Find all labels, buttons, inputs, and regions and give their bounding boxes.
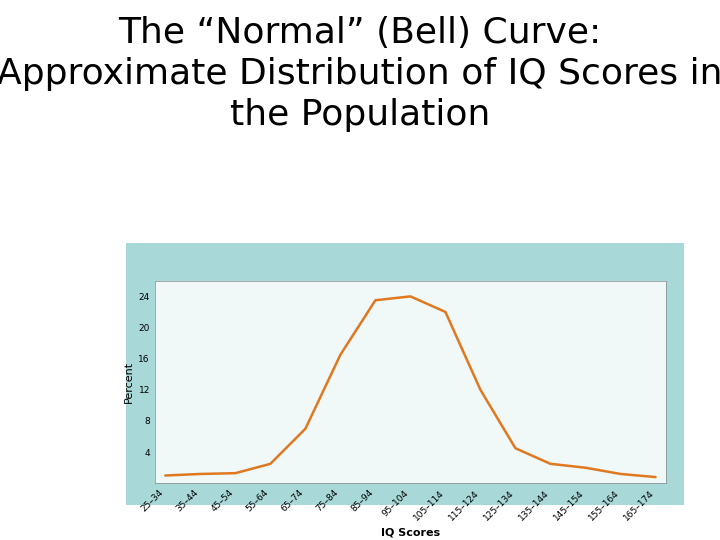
- X-axis label: IQ Scores: IQ Scores: [381, 528, 440, 537]
- Y-axis label: Percent: Percent: [125, 361, 134, 403]
- Text: The “Normal” (Bell) Curve:
Approximate Distribution of IQ Scores in
the Populati: The “Normal” (Bell) Curve: Approximate D…: [0, 16, 720, 132]
